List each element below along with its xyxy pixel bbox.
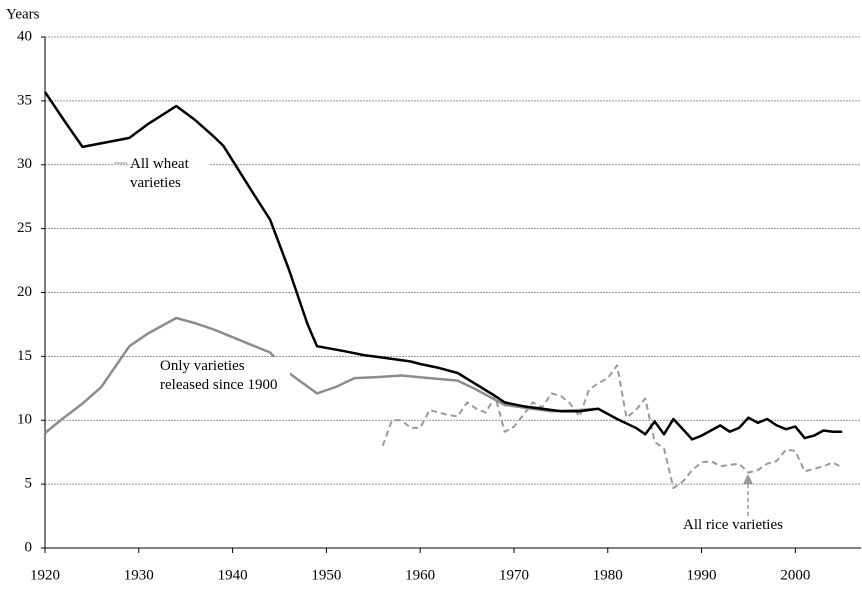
y-tick-label: 30 xyxy=(17,156,32,172)
x-tick-label: 1990 xyxy=(687,567,717,583)
data-line xyxy=(381,364,843,489)
series-annotation: All wheat varieties xyxy=(130,155,210,193)
x-tick-label: 1920 xyxy=(30,567,60,583)
y-tick-label: 20 xyxy=(17,284,32,300)
y-tick-label: 35 xyxy=(17,92,32,108)
y-axis-label: Years xyxy=(6,6,40,22)
x-tick-label: 1980 xyxy=(593,567,623,583)
arrow-head xyxy=(743,474,753,484)
y-tick-label: 15 xyxy=(17,348,32,364)
x-tick-label: 2000 xyxy=(780,567,810,583)
x-tick-label: 1950 xyxy=(311,567,341,583)
y-tick-label: 40 xyxy=(17,28,32,44)
data-line xyxy=(44,316,599,434)
y-tick-label: 25 xyxy=(17,220,32,236)
y-tick-label: 10 xyxy=(17,412,32,428)
y-tick-label: 5 xyxy=(25,476,33,492)
x-tick-label: 1940 xyxy=(218,567,248,583)
plot: 0 5 10 15 20 25 30 35 40 1920 1930 1940 1950 1960 1970… xyxy=(17,28,861,583)
x-tick-label: 1960 xyxy=(405,567,435,583)
x-tick-label: 1970 xyxy=(499,567,529,583)
series-annotation: Only varieties released since 1900 xyxy=(160,357,290,395)
data-line xyxy=(43,91,843,441)
series-annotation: All rice varieties xyxy=(683,516,843,535)
x-tick-label: 1930 xyxy=(124,567,154,583)
y-tick-label: 0 xyxy=(25,539,33,555)
